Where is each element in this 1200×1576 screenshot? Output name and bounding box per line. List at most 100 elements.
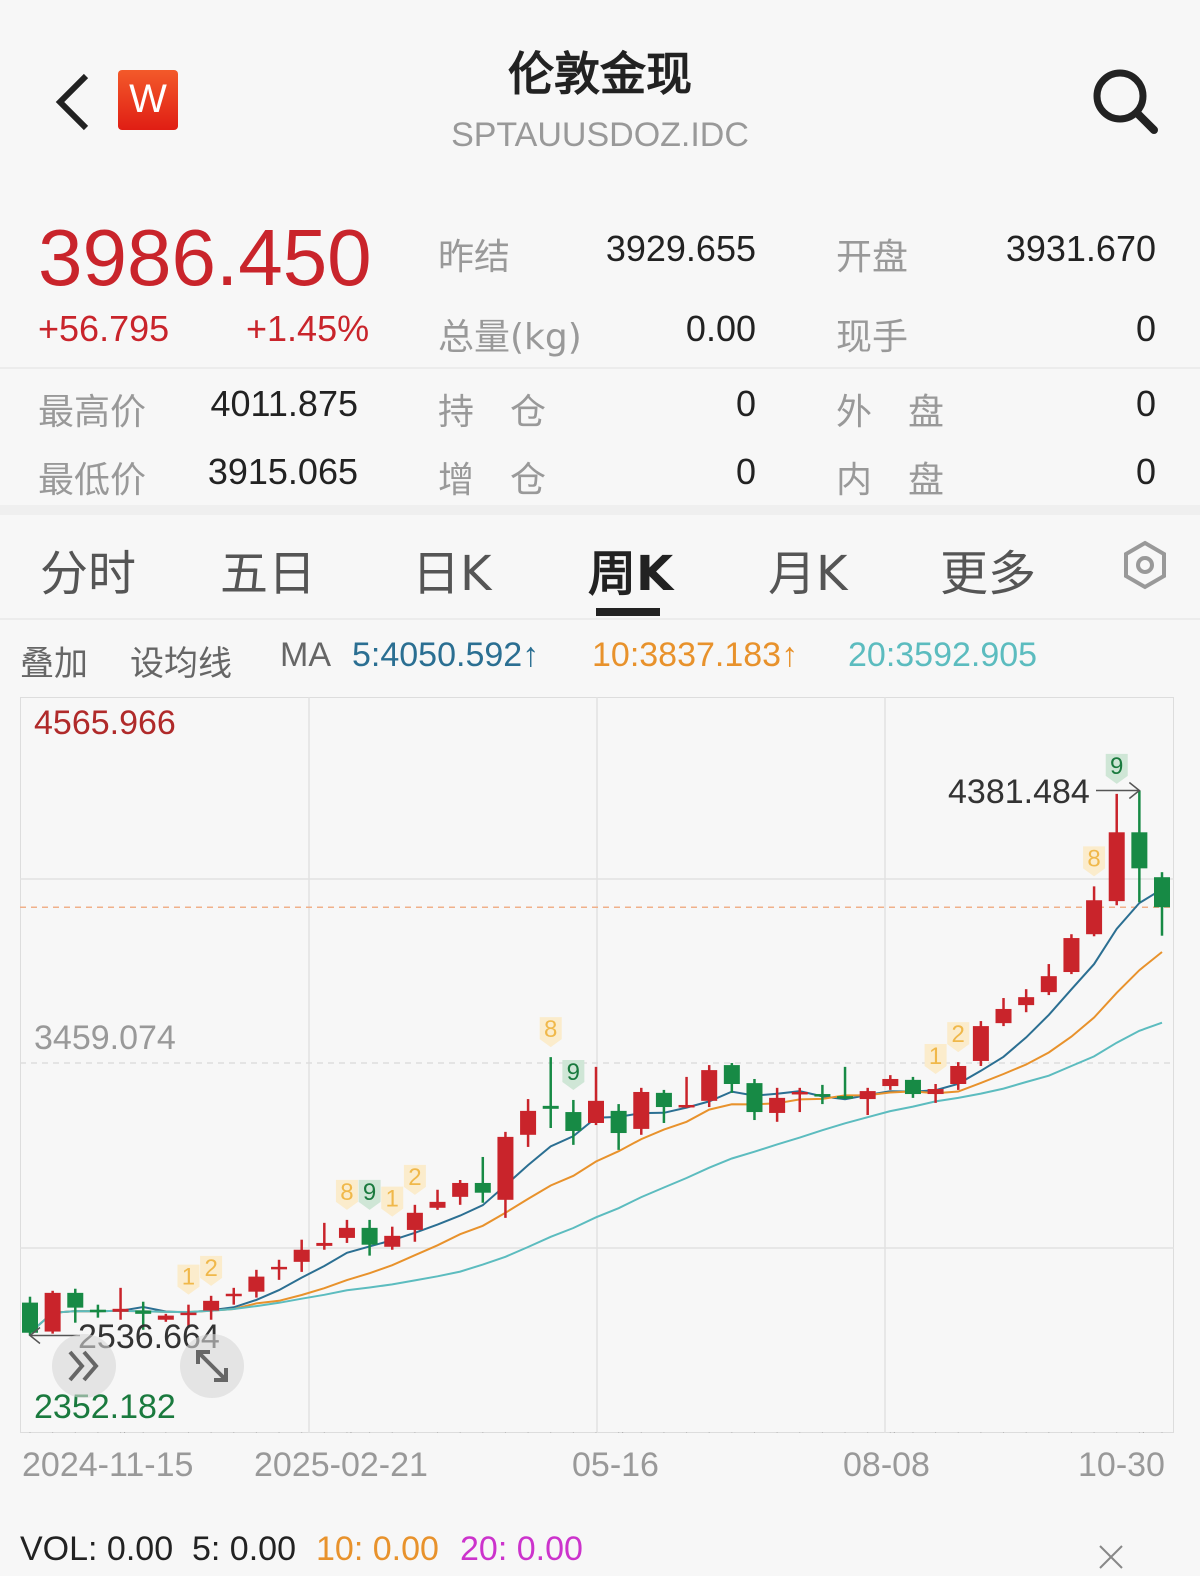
td-marker-label: 2	[204, 1255, 217, 1282]
candle-down	[610, 1110, 627, 1134]
candle-down	[135, 1310, 152, 1314]
y-min-label: 2352.182	[34, 1388, 176, 1426]
candle-up	[180, 1312, 197, 1316]
ma-label: MA	[280, 636, 331, 674]
app-logo: W	[118, 70, 178, 130]
td-marker-label: 8	[544, 1016, 557, 1043]
td-marker-badge	[539, 1017, 562, 1048]
y-max-label: 4565.966	[34, 704, 176, 742]
candle-down	[814, 1094, 831, 1097]
candle-up	[1086, 900, 1103, 935]
tab-more[interactable]: 更多	[940, 546, 1037, 602]
candle-down	[1154, 877, 1170, 908]
instrument-code: SPTAUUSDOZ.IDC	[451, 116, 749, 154]
candle-up	[701, 1070, 718, 1101]
chevron-left-icon[interactable]	[52, 72, 96, 132]
tab-intraday[interactable]: 分时	[40, 546, 137, 602]
td-marker-label: 2	[952, 1021, 965, 1048]
close-icon[interactable]	[1098, 1544, 1124, 1570]
td-marker-label: 1	[182, 1264, 195, 1291]
x-tick-label: 08-08	[843, 1446, 930, 1484]
stat-value: 0	[1135, 451, 1156, 492]
td-marker-badge	[381, 1186, 404, 1217]
candle-down	[837, 1096, 854, 1099]
candle-up	[769, 1097, 786, 1113]
candle-up	[338, 1227, 355, 1238]
td-marker-label: 1	[929, 1043, 942, 1070]
search-icon[interactable]	[1090, 66, 1160, 136]
vol-ma5: 5: 0.00	[192, 1530, 296, 1568]
td-marker-label: 9	[363, 1179, 376, 1206]
tab-weekly-k[interactable]: 周K	[588, 546, 674, 602]
x-tick-label: 2025-02-21	[254, 1446, 428, 1484]
candle-up	[1018, 997, 1035, 1006]
candle-up	[1040, 976, 1057, 993]
hexagon-gear-icon[interactable]	[1122, 540, 1168, 590]
vol-ma20: 20: 0.00	[460, 1530, 583, 1568]
tab-five-day[interactable]: 五日	[220, 546, 317, 602]
overlay-button[interactable]: 叠加	[20, 645, 88, 683]
tab-daily-k[interactable]: 日K	[412, 546, 492, 602]
page-title: 伦敦金现	[508, 47, 692, 101]
vol-ma10: 10: 0.00	[316, 1530, 439, 1568]
candle-up	[248, 1276, 265, 1292]
stat-label: 现手	[836, 317, 909, 358]
candle-up	[44, 1292, 61, 1332]
candle-up	[112, 1308, 129, 1312]
candle-down	[474, 1182, 491, 1193]
candle-up	[225, 1293, 242, 1297]
candle-up	[406, 1212, 423, 1230]
td-marker-badge	[1083, 846, 1106, 877]
candle-up	[882, 1078, 899, 1087]
td-marker-badge	[924, 1043, 947, 1074]
tab-monthly-k[interactable]: 月K	[768, 546, 848, 602]
stat-label: 昨结	[438, 237, 511, 278]
candle-down	[361, 1227, 378, 1245]
fullscreen-button[interactable]	[180, 1334, 244, 1398]
td-marker-badge	[403, 1164, 426, 1195]
td-marker-badge	[335, 1179, 358, 1210]
scroll-latest-button[interactable]	[52, 1334, 116, 1398]
candle-down	[723, 1065, 740, 1084]
stat-label: 外 盘	[836, 392, 945, 433]
candle-up	[950, 1065, 967, 1084]
candle-up	[452, 1182, 469, 1197]
candle-up	[157, 1315, 174, 1320]
x-tick-label: 2024-11-15	[22, 1446, 194, 1484]
stat-value: 0.00	[685, 308, 756, 349]
ma5-value: 5:4050.592↑	[352, 636, 540, 674]
y-mid-label: 3459.074	[34, 1019, 176, 1057]
td-marker-badge	[562, 1059, 585, 1090]
td-marker-label: 8	[1087, 845, 1100, 872]
candle-up	[588, 1100, 604, 1123]
candle-up	[678, 1104, 695, 1108]
ma10-line	[29, 951, 1163, 1334]
low-arrow	[28, 1326, 41, 1345]
candle-down	[67, 1292, 84, 1308]
candle-up	[293, 1249, 310, 1262]
set-ma-button[interactable]: 设均线	[130, 645, 232, 683]
double-chevron-right-icon	[68, 1350, 99, 1382]
candle-down	[565, 1112, 582, 1131]
candle-down	[542, 1105, 559, 1109]
candle-up	[316, 1242, 333, 1246]
price-change: +56.795	[38, 308, 170, 349]
td-marker-badge	[1105, 753, 1128, 784]
candle-down	[746, 1083, 763, 1113]
candle-down	[89, 1309, 106, 1313]
td-marker-badge	[177, 1264, 200, 1295]
price-change-pct: +1.45%	[246, 308, 370, 349]
candle-up	[927, 1089, 944, 1095]
candle-up	[1108, 832, 1125, 902]
td-marker-badge	[200, 1255, 223, 1286]
stat-label: 增 仓	[438, 460, 547, 501]
stat-label: 总量(kg)	[438, 317, 582, 358]
divider	[0, 505, 1200, 515]
td-marker-label: 8	[340, 1179, 353, 1206]
stat-value: 0	[735, 451, 756, 492]
candle-up	[497, 1136, 514, 1200]
candle-up	[633, 1091, 650, 1129]
x-tick-label: 05-16	[572, 1446, 659, 1484]
stat-value: 4011.875	[210, 383, 358, 424]
